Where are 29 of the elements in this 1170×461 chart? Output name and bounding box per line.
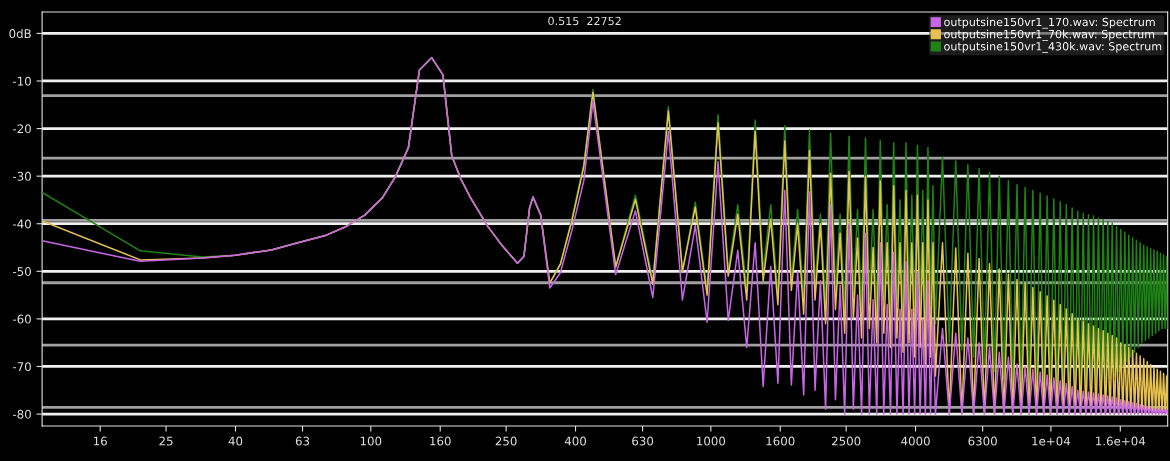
x-tick-label: 40	[228, 436, 243, 446]
x-tick-label: 1.6e+04	[1096, 436, 1146, 446]
annotation: 0.515 22752	[548, 16, 621, 26]
x-tick-label: 25	[159, 436, 173, 446]
x-tick-label: 16	[93, 436, 107, 446]
legend-label: outputsine150vr1_70k.wav: Spectrum	[944, 29, 1155, 41]
x-tick-label: 4000	[901, 436, 930, 446]
x-tick-label: 1600	[766, 436, 795, 446]
y-tick-label: -70	[13, 362, 31, 372]
y-tick-label: -40	[13, 219, 31, 229]
x-tick-label: 6300	[968, 436, 997, 446]
legend-label: outputsine150vr1_430k.wav: Spectrum	[944, 41, 1162, 53]
x-tick-label: 160	[430, 436, 451, 446]
y-tick-label: -60	[13, 314, 31, 324]
legend-label: outputsine150vr1_170.wav: Spectrum	[944, 17, 1155, 29]
y-tick-label: -50	[13, 267, 31, 276]
y-tick-label: 0dB	[9, 28, 31, 39]
x-tick-label: 250	[495, 436, 517, 446]
x-tick-label: 1e+04	[1032, 436, 1071, 446]
x-tick-label: 2500	[832, 436, 861, 446]
x-tick-label: 63	[295, 436, 310, 446]
y-tick-label: -30	[13, 171, 31, 181]
x-tick-label: 630	[632, 436, 654, 446]
y-tick-label: -80	[13, 409, 31, 419]
y-tick-label: -10	[13, 76, 31, 86]
y-tick-label: -20	[13, 124, 31, 134]
x-tick-label: 100	[360, 436, 382, 446]
x-tick-label: 1000	[697, 436, 726, 446]
x-tick-label: 400	[564, 436, 587, 446]
